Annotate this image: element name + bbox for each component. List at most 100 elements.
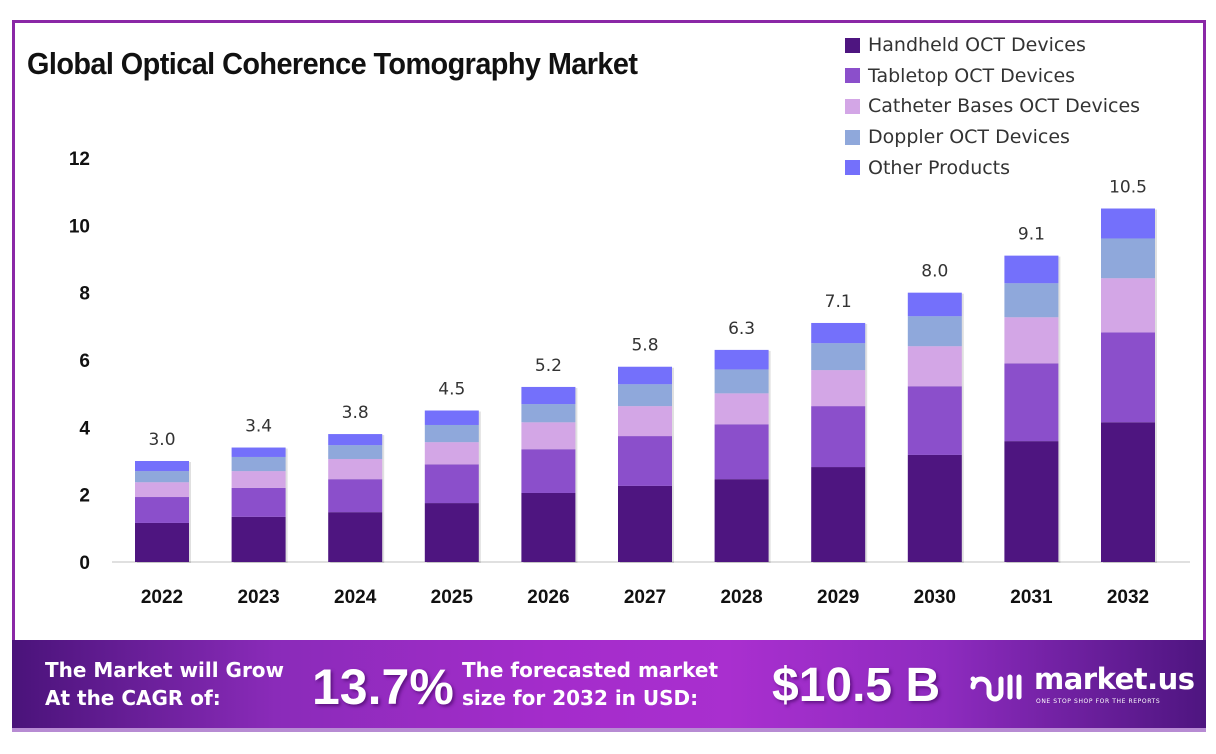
legend-label-doppler: Doppler OCT Devices xyxy=(868,126,1070,149)
cagr-value: 13.7% xyxy=(312,659,454,715)
x-tick-label-2025: 2025 xyxy=(431,587,474,608)
bar-segment-catheter-bases-oct-devices-2023 xyxy=(231,471,286,488)
data-label-2024: 3.8 xyxy=(342,403,369,423)
data-label-2029: 7.1 xyxy=(825,292,852,312)
legend-label-tabletop: Tabletop OCT Devices xyxy=(868,64,1076,87)
bar-segment-handheld-oct-devices-2026 xyxy=(521,492,576,562)
x-tick-label-2022: 2022 xyxy=(141,587,183,608)
data-label-2023: 3.4 xyxy=(245,417,272,437)
y-tick-label: 10 xyxy=(69,216,90,237)
bar-segment-doppler-oct-devices-2028 xyxy=(714,369,769,394)
x-tick-label-2031: 2031 xyxy=(1010,587,1053,608)
bar-segment-doppler-oct-devices-2022 xyxy=(135,471,189,483)
bar-segment-handheld-oct-devices-2031 xyxy=(1004,441,1059,562)
bar-segment-doppler-oct-devices-2032 xyxy=(1101,238,1155,279)
forecast-value: $10.5 B xyxy=(772,659,941,712)
bar-segment-catheter-bases-oct-devices-2032 xyxy=(1101,278,1155,333)
bar-segment-other-products-2032 xyxy=(1101,208,1155,239)
x-tick-label-2032: 2032 xyxy=(1107,587,1149,608)
bar-segment-tabletop-oct-devices-2031 xyxy=(1004,363,1059,442)
bar-segment-catheter-bases-oct-devices-2030 xyxy=(907,346,962,387)
stacked-bar-chart: 0 2 4 6 8 10 12 3.0 2022 3.4 2023 3.8 2024 4.5 2025 5.2… xyxy=(69,149,1190,608)
bar-segment-handheld-oct-devices-2023 xyxy=(231,516,286,562)
y-tick-label: 12 xyxy=(69,149,90,170)
legend-label-catheter: Catheter Bases OCT Devices xyxy=(868,95,1141,118)
forecast-caption: The forecasted market size for 2032 in U… xyxy=(462,656,718,712)
data-label-2028: 6.3 xyxy=(728,319,755,339)
forecast-caption-line1: The forecasted market xyxy=(462,658,719,682)
summary-banner: The Market will Grow At the CAGR of: 13.… xyxy=(12,640,1206,732)
bar-segment-handheld-oct-devices-2028 xyxy=(714,479,769,562)
bar-segment-other-products-2026 xyxy=(521,386,576,405)
legend-item-doppler: Doppler OCT Devices xyxy=(845,122,1140,153)
brand-tagline: ONE STOP SHOP FOR THE REPORTS xyxy=(1036,698,1161,705)
data-label-2031: 9.1 xyxy=(1018,225,1045,245)
bar-segment-other-products-2022 xyxy=(135,461,189,472)
legend-swatch-other xyxy=(845,160,860,176)
x-tick-label-2027: 2027 xyxy=(624,587,666,608)
bar-segment-handheld-oct-devices-2022 xyxy=(135,522,189,562)
bar-segment-other-products-2030 xyxy=(907,292,962,317)
bar-segment-catheter-bases-oct-devices-2031 xyxy=(1004,317,1059,364)
chart-title: Global Optical Coherence Tomography Mark… xyxy=(27,46,638,81)
bar-segment-catheter-bases-oct-devices-2024 xyxy=(328,458,383,480)
bar-segment-tabletop-oct-devices-2022 xyxy=(135,497,189,523)
data-label-2030: 8.0 xyxy=(921,262,948,282)
bar-segment-catheter-bases-oct-devices-2022 xyxy=(135,482,189,498)
bar-segment-tabletop-oct-devices-2023 xyxy=(231,487,286,517)
bar-segment-tabletop-oct-devices-2032 xyxy=(1101,332,1155,423)
bar-segment-other-products-2023 xyxy=(231,447,286,457)
bar-segment-catheter-bases-oct-devices-2025 xyxy=(424,442,479,465)
data-label-2027: 5.8 xyxy=(631,336,658,356)
bar-segment-doppler-oct-devices-2026 xyxy=(521,404,576,423)
bar-segment-handheld-oct-devices-2030 xyxy=(907,454,962,562)
bar-segment-other-products-2031 xyxy=(1004,255,1059,284)
bar-segment-other-products-2027 xyxy=(618,366,672,385)
bar-segment-handheld-oct-devices-2027 xyxy=(618,485,672,562)
bar-segment-handheld-oct-devices-2024 xyxy=(328,512,383,562)
bar-segment-catheter-bases-oct-devices-2027 xyxy=(618,406,672,437)
bar-segment-handheld-oct-devices-2025 xyxy=(424,503,479,562)
bar-segment-catheter-bases-oct-devices-2029 xyxy=(811,370,866,407)
x-tick-label-2028: 2028 xyxy=(720,587,762,608)
bar-segment-doppler-oct-devices-2030 xyxy=(907,316,962,347)
legend-item-handheld: Handheld OCT Devices xyxy=(845,30,1140,61)
data-label-2025: 4.5 xyxy=(438,380,465,400)
bar-segment-doppler-oct-devices-2023 xyxy=(231,456,286,472)
x-tick-label-2030: 2030 xyxy=(914,587,956,608)
bar-segment-doppler-oct-devices-2029 xyxy=(811,343,866,371)
x-tick-label-2026: 2026 xyxy=(527,587,569,608)
bar-segment-other-products-2025 xyxy=(424,410,479,425)
bar-segment-tabletop-oct-devices-2025 xyxy=(424,464,479,504)
cagr-caption: The Market will Grow At the CAGR of: xyxy=(45,656,284,712)
legend-swatch-catheter xyxy=(845,98,860,114)
bar-segment-catheter-bases-oct-devices-2028 xyxy=(714,393,769,425)
x-tick-label-2029: 2029 xyxy=(817,587,859,608)
bar-segment-doppler-oct-devices-2027 xyxy=(618,384,672,407)
bar-segment-tabletop-oct-devices-2029 xyxy=(811,406,866,468)
bar-segment-handheld-oct-devices-2032 xyxy=(1101,422,1155,562)
legend: Handheld OCT Devices Tabletop OCT Device… xyxy=(845,30,1140,183)
legend-label-other: Other Products xyxy=(868,156,1011,179)
y-tick-label: 6 xyxy=(79,351,90,372)
bar-segment-catheter-bases-oct-devices-2026 xyxy=(521,422,576,450)
y-tick-label: 8 xyxy=(79,284,90,305)
legend-item-other: Other Products xyxy=(845,152,1140,183)
legend-swatch-doppler xyxy=(845,129,860,145)
data-label-2022: 3.0 xyxy=(148,430,175,450)
market-us-logo-icon xyxy=(970,674,1022,702)
legend-swatch-tabletop xyxy=(845,68,860,84)
legend-item-catheter: Catheter Bases OCT Devices xyxy=(845,91,1140,122)
data-label-2032: 10.5 xyxy=(1109,178,1147,198)
data-label-2026: 5.2 xyxy=(535,356,562,376)
bar-segment-doppler-oct-devices-2031 xyxy=(1004,283,1059,318)
bar-segment-tabletop-oct-devices-2026 xyxy=(521,449,576,493)
bar-segment-tabletop-oct-devices-2024 xyxy=(328,479,383,513)
bar-segment-tabletop-oct-devices-2030 xyxy=(907,386,962,455)
x-tick-label-2023: 2023 xyxy=(237,587,279,608)
bar-segment-other-products-2028 xyxy=(714,349,769,370)
y-tick-label: 0 xyxy=(79,553,90,574)
legend-item-tabletop: Tabletop OCT Devices xyxy=(845,61,1140,92)
bar-segment-other-products-2024 xyxy=(328,434,383,446)
bar-segment-doppler-oct-devices-2025 xyxy=(424,424,479,443)
